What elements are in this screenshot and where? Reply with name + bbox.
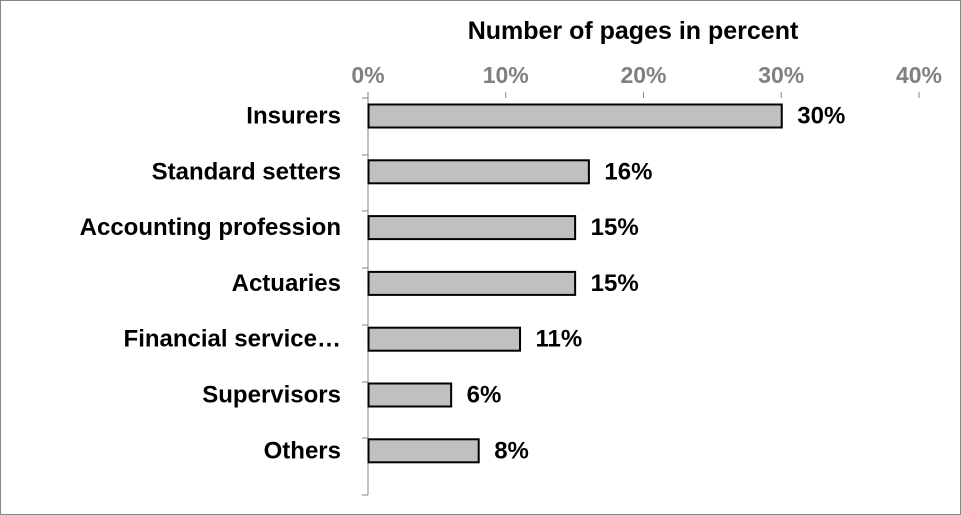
category-label: Others <box>264 437 341 464</box>
category-label: Accounting profession <box>80 214 341 241</box>
bar <box>367 382 453 408</box>
data-label: 6% <box>467 382 502 409</box>
bar <box>367 103 783 129</box>
category-labels: Insurers Standard setters Accounting profe… <box>80 103 341 465</box>
bar <box>367 215 577 241</box>
data-label: 15% <box>591 270 639 297</box>
x-tick-label: 30% <box>758 62 804 88</box>
bar <box>367 159 590 185</box>
data-label: 30% <box>797 103 845 130</box>
x-tick-label: 40% <box>896 62 942 88</box>
bar <box>367 270 577 296</box>
data-label: 16% <box>604 158 652 185</box>
x-tick-label: 0% <box>351 62 384 88</box>
bar <box>367 326 522 352</box>
bars <box>367 103 783 464</box>
x-tick-label: 10% <box>483 62 529 88</box>
axes <box>362 97 369 496</box>
data-label: 15% <box>591 214 639 241</box>
data-labels: 30% 16% 15% 15% 11% 6% 8% <box>467 103 846 465</box>
bar <box>367 438 480 464</box>
x-axis-ticks: 0% 10% 20% 30% 40% <box>351 62 942 98</box>
category-label: Insurers <box>246 103 341 130</box>
x-tick-label: 20% <box>620 62 666 88</box>
chart-title: Number of pages in percent <box>468 17 799 45</box>
data-label: 8% <box>494 437 529 464</box>
category-label: Financial service… <box>124 326 341 353</box>
category-label: Supervisors <box>202 382 341 409</box>
category-label: Actuaries <box>232 270 341 297</box>
data-label: 11% <box>536 326 583 353</box>
category-label: Standard setters <box>152 158 341 185</box>
